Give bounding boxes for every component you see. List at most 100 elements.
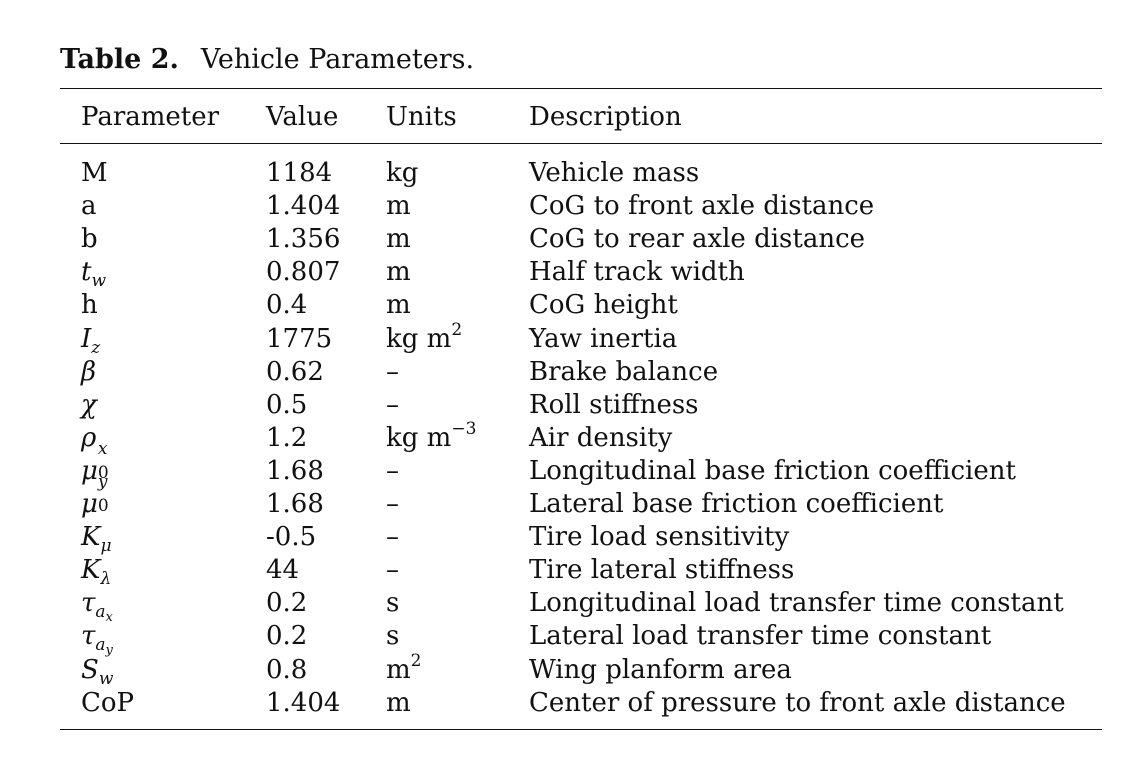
description-cell: Longitudinal base friction coefficient [529,455,1016,486]
value-cell: 1.404 [266,191,341,222]
units-cell: s [386,587,399,620]
units-cell: kg m−3 [386,420,476,455]
parameter-symbol: β [81,356,97,387]
units-cell: – [386,554,399,587]
parameter-symbol: b [81,224,98,255]
units-cell: – [386,389,399,422]
units-text: s [386,621,400,652]
parameter-cell: a [81,190,97,223]
units-text: m [386,224,411,255]
top-rule [60,88,1102,89]
table-row: ρ 1.2 kg m−3 Air density [0,420,1142,455]
table-row: Kλ 44 – Tire lateral stiffness [0,554,1142,590]
parameter-cell: ρ [81,422,96,455]
value-cell: 0.4 [266,290,308,321]
parameter-symbol: K [81,522,101,553]
table-number: Table 2. [60,44,179,75]
parameter-symbol: CoP [81,687,135,718]
bottom-rule [60,729,1102,730]
parameter-cell: h [81,289,98,322]
parameter-cell: τax [81,587,113,624]
units-cell: – [386,521,399,554]
parameter-cell: M [81,157,108,190]
units-text: m [386,654,411,685]
value-cell: 1.68 [266,455,324,486]
parameter-subscript: μ [100,536,112,557]
units-cell: m [386,190,411,223]
parameter-subscript: λ [100,569,112,590]
description-cell: Lateral base friction coefficient [529,489,944,519]
description-cell: Longitudinal load transfer time constant [529,588,1064,619]
table-row: a 1.404 m CoG to front axle distance [0,190,1142,223]
table-row: χ 0.5 – Roll stiffness [0,389,1142,422]
value-cell: 1.2 [266,422,308,453]
value-cell: 0.2 [266,588,308,619]
units-text: kg m [386,422,452,453]
description-cell: Half track width [529,257,745,288]
description-cell: Lateral load transfer time constant [529,621,992,652]
units-text: m [386,687,411,718]
parameter-cell: Kμ [81,521,112,557]
parameter-symbol: τ [81,621,96,652]
description-cell: CoG to front axle distance [529,191,875,222]
units-cell: – [386,455,399,488]
value-cell: 1.404 [266,687,341,718]
units-text: m [386,191,411,222]
parameter-cell: β [81,356,96,389]
value-cell: -0.5 [266,522,317,553]
description-cell: Vehicle mass [529,158,700,188]
parameter-cell: τay [81,620,113,657]
units-text: m [386,257,411,288]
parameter-symbol: t [81,257,92,288]
description-cell: Wing planform area [529,654,792,685]
value-cell: 0.5 [266,389,308,420]
units-cell: m [386,289,411,322]
header-units: Units [386,102,457,132]
value-cell: 1.68 [266,489,324,519]
value-cell: 0.807 [266,257,341,288]
parameter-cell: tw [81,256,106,290]
table-caption: Table 2. Vehicle Parameters. [60,44,474,75]
units-cell: kg [386,157,418,190]
table-row: b 1.356 m CoG to rear axle distance [0,223,1142,256]
units-text: s [386,588,400,619]
parameter-cell: b [81,223,98,256]
units-text: – [386,489,399,519]
units-cell: m [386,223,411,256]
parameter-symbol: I [81,323,92,354]
units-cell: m2 [386,650,422,687]
parameter-sub-subscript: y [105,643,113,659]
table-row: h 0.4 m CoG height [0,289,1142,322]
parameter-cell: χ [81,389,97,422]
parameter-subscript: z [91,337,101,358]
parameter-symbol: χ [81,389,97,420]
parameter-subscript: 0 [97,496,109,516]
description-cell: CoG height [529,290,678,321]
parameter-cell: Iz [81,323,101,358]
units-text: – [386,555,399,586]
units-superscript: 2 [410,650,422,671]
units-text: – [386,389,399,420]
units-text: m [386,290,411,321]
parameter-sub-subscript: x [105,610,113,626]
parameter-symbol: ρ [81,422,97,453]
parameter-symbol: μ [81,489,98,519]
parameter-symbol: τ [81,588,96,619]
units-text: – [386,522,399,553]
value-cell: 1.356 [266,224,341,255]
description-cell: Air density [529,422,673,453]
parameter-cell: CoP [81,687,134,720]
parameter-superscript: x [97,438,108,459]
description-cell: CoG to rear axle distance [529,224,866,255]
value-cell: 1775 [266,323,333,354]
units-text: kg m [386,323,452,354]
header-rule [60,143,1102,144]
description-cell: Center of pressure to front axle distanc… [529,687,1066,718]
units-cell: kg m2 [386,321,462,356]
parameter-subscript: 0 [97,462,109,483]
units-text: – [386,455,399,486]
table-row: μ y 0 1.68 – Lateral base friction coefficien… [0,472,1142,521]
description-cell: Brake balance [529,356,719,387]
